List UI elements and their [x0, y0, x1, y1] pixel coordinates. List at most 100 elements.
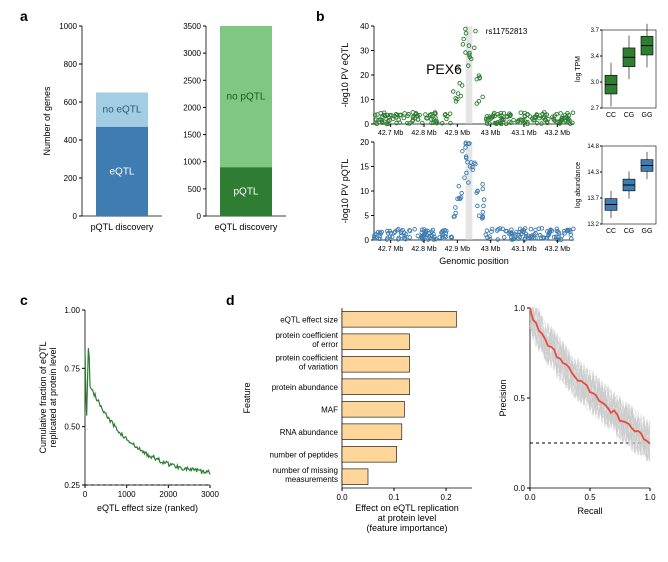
- svg-text:3000: 3000: [201, 490, 219, 499]
- svg-text:1500: 1500: [183, 131, 201, 140]
- svg-text:3000: 3000: [183, 49, 201, 58]
- svg-text:log TPM: log TPM: [575, 56, 582, 82]
- svg-text:2000: 2000: [159, 490, 177, 499]
- svg-text:43 Mb: 43 Mb: [481, 130, 501, 137]
- svg-text:0: 0: [83, 490, 88, 499]
- svg-text:43.2 Mb: 43.2 Mb: [545, 246, 570, 253]
- svg-text:42.7 Mb: 42.7 Mb: [378, 130, 403, 137]
- svg-text:10: 10: [360, 187, 369, 196]
- svg-text:protein abundance: protein abundance: [272, 383, 339, 392]
- svg-text:1.0: 1.0: [514, 304, 526, 313]
- svg-text:43.1 Mb: 43.1 Mb: [511, 246, 536, 253]
- svg-text:20: 20: [360, 138, 369, 147]
- svg-text:eQTL discovery: eQTL discovery: [215, 222, 278, 232]
- svg-text:Cumulative fraction of eQTLrep: Cumulative fraction of eQTLreplicated at…: [38, 341, 58, 453]
- svg-text:42.8 Mb: 42.8 Mb: [411, 246, 436, 253]
- svg-text:43.1 Mb: 43.1 Mb: [511, 130, 536, 137]
- svg-text:eQTL effect size: eQTL effect size: [280, 315, 338, 324]
- svg-text:Precision: Precision: [498, 379, 508, 416]
- panel-a-chart: 02004006008001000eQTLno eQTLpQTL discove…: [38, 18, 298, 243]
- svg-text:500: 500: [188, 185, 202, 194]
- svg-text:1.00: 1.00: [64, 306, 80, 315]
- svg-text:400: 400: [64, 136, 78, 145]
- svg-text:30: 30: [360, 47, 369, 56]
- svg-text:2.7: 2.7: [591, 106, 600, 112]
- svg-text:pQTL discovery: pQTL discovery: [91, 222, 154, 232]
- svg-text:0.50: 0.50: [64, 423, 80, 432]
- panel-b-label: b: [316, 8, 325, 24]
- panel-d-chart: 0.0 0.1 0.2 eQTL effect size protein coeffic…: [232, 300, 662, 550]
- svg-text:CC: CC: [606, 228, 616, 235]
- panel-b-chart: 0 10 20 30 40 -log10 PV eQTL 0 5 10 15 20 -log10 PV…: [332, 18, 658, 278]
- svg-text:Recall: Recall: [577, 506, 602, 516]
- svg-text:GG: GG: [642, 228, 653, 235]
- svg-text:0: 0: [73, 212, 78, 221]
- svg-text:1000: 1000: [183, 158, 201, 167]
- svg-text:MAF: MAF: [321, 405, 338, 414]
- svg-text:3.7: 3.7: [591, 28, 600, 34]
- svg-text:Effect on eQTL replicationat p: Effect on eQTL replicationat protein lev…: [355, 503, 459, 533]
- svg-text:42.8 Mb: 42.8 Mb: [411, 130, 436, 137]
- svg-text:3.0: 3.0: [591, 80, 600, 86]
- svg-text:GG: GG: [642, 112, 653, 119]
- panel-a-label: a: [20, 8, 28, 24]
- svg-text:3.4: 3.4: [591, 54, 600, 60]
- svg-text:42.7 Mb: 42.7 Mb: [378, 246, 403, 253]
- svg-text:0.5: 0.5: [584, 493, 596, 502]
- svg-text:0.1: 0.1: [388, 493, 400, 502]
- svg-text:protein coefficientof variatio: protein coefficientof variation: [275, 353, 338, 371]
- svg-text:2000: 2000: [183, 103, 201, 112]
- svg-text:5: 5: [365, 212, 370, 221]
- svg-text:number of missingmeasurements: number of missingmeasurements: [273, 466, 338, 484]
- svg-text:0.0: 0.0: [514, 484, 526, 493]
- svg-text:15: 15: [360, 163, 369, 172]
- svg-text:14.3: 14.3: [587, 170, 599, 176]
- svg-text:0.75: 0.75: [64, 364, 80, 373]
- svg-text:1000: 1000: [59, 22, 77, 31]
- svg-text:-log10 PV pQTL: -log10 PV pQTL: [340, 159, 350, 224]
- svg-text:3500: 3500: [183, 22, 201, 31]
- svg-text:40: 40: [360, 22, 369, 31]
- svg-text:42.9 Mb: 42.9 Mb: [445, 246, 470, 253]
- svg-text:CC: CC: [606, 112, 616, 119]
- svg-text:600: 600: [64, 98, 78, 107]
- svg-text:0: 0: [197, 212, 202, 221]
- svg-text:2500: 2500: [183, 76, 201, 85]
- svg-text:43 Mb: 43 Mb: [481, 246, 501, 253]
- svg-text:13.7: 13.7: [587, 196, 599, 202]
- panel-c-label: c: [20, 292, 28, 308]
- svg-text:Number of genes: Number of genes: [42, 86, 52, 156]
- svg-text:200: 200: [64, 174, 78, 183]
- svg-text:no eQTL: no eQTL: [103, 105, 142, 116]
- svg-text:number of peptides: number of peptides: [270, 450, 339, 459]
- svg-text:43.2 Mb: 43.2 Mb: [545, 130, 570, 137]
- svg-text:0.0: 0.0: [524, 493, 536, 502]
- svg-text:eQTL effect size (ranked): eQTL effect size (ranked): [97, 503, 198, 513]
- svg-text:RNA abundance: RNA abundance: [280, 428, 339, 437]
- svg-text:0.5: 0.5: [514, 394, 526, 403]
- svg-text:42.9 Mb: 42.9 Mb: [445, 130, 470, 137]
- svg-text:Feature: Feature: [242, 382, 252, 413]
- svg-text:no pQTL: no pQTL: [227, 92, 266, 103]
- svg-text:13.2: 13.2: [587, 222, 599, 228]
- svg-text:20: 20: [360, 71, 369, 80]
- svg-text:-log10 PV eQTL: -log10 PV eQTL: [340, 43, 350, 108]
- svg-text:10: 10: [360, 96, 369, 105]
- svg-text:pQTL: pQTL: [233, 187, 258, 198]
- svg-text:rs11752813: rs11752813: [486, 27, 528, 36]
- svg-text:CG: CG: [624, 228, 635, 235]
- svg-text:CG: CG: [624, 112, 635, 119]
- svg-text:PEX6: PEX6: [426, 61, 462, 77]
- svg-text:0.0: 0.0: [336, 493, 348, 502]
- svg-text:eQTL: eQTL: [109, 166, 134, 177]
- svg-text:0: 0: [365, 120, 370, 129]
- panel-c-chart: 0.250.500.751.000100020003000eQTL effect…: [30, 300, 220, 550]
- svg-text:1.0: 1.0: [644, 493, 656, 502]
- svg-text:0.2: 0.2: [440, 493, 452, 502]
- svg-text:log abundance: log abundance: [575, 162, 582, 208]
- svg-text:Genomic position: Genomic position: [439, 256, 509, 266]
- svg-text:0.25: 0.25: [64, 481, 80, 490]
- svg-text:0: 0: [365, 236, 370, 245]
- svg-text:protein coefficientof error: protein coefficientof error: [275, 331, 338, 349]
- svg-text:14.8: 14.8: [587, 144, 599, 150]
